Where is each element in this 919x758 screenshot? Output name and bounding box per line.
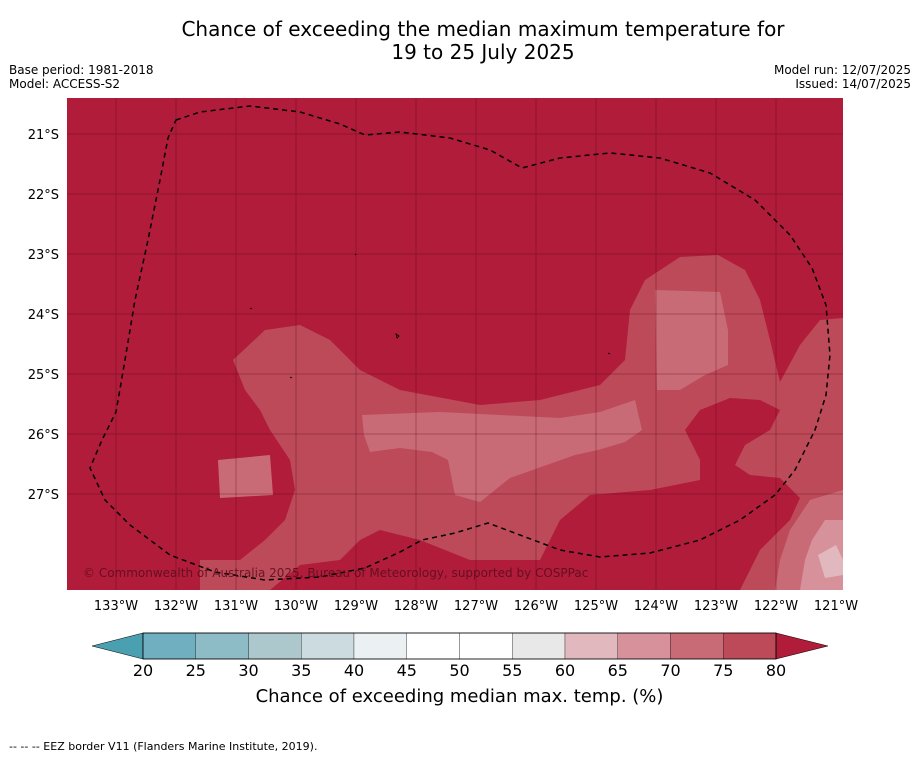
- lon-label: 130°W: [274, 599, 318, 614]
- colorbar-tick-label: 55: [502, 661, 523, 680]
- contour-70-75: [218, 290, 843, 590]
- model-run: Model run: 12/07/2025: [773, 63, 911, 77]
- lon-label: 133°W: [94, 599, 138, 614]
- colorbar-tick-labels: 20 25 30 35 40 45 50 55 60 65 70 75 80: [0, 661, 919, 681]
- copyright-notice: © Commonwealth of Australia 2025, Bureau…: [83, 566, 588, 580]
- map-area: [67, 98, 843, 590]
- colorbar-segment: [406, 632, 460, 660]
- colorbar-tick-label: 70: [660, 661, 681, 680]
- lon-label: 131°W: [214, 599, 258, 614]
- islands: [249, 253, 611, 379]
- lat-label: 22°S: [28, 188, 59, 203]
- title-line-2: 19 to 25 July 2025: [391, 40, 575, 64]
- lon-label: 121°W: [814, 599, 858, 614]
- colorbar-segment: [142, 632, 196, 660]
- lat-labels: 21°S 22°S 23°S 24°S 25°S 26°S 27°S: [28, 128, 59, 503]
- lat-label: 26°S: [28, 428, 59, 443]
- colorbar-over-arrow: [775, 632, 829, 660]
- lon-label: 126°W: [514, 599, 558, 614]
- colorbar-segment: [301, 632, 355, 660]
- lon-label: 124°W: [634, 599, 678, 614]
- base-period: Base period: 1981-2018: [9, 63, 154, 77]
- lon-label: 129°W: [334, 599, 378, 614]
- colorbar-tick-label: 40: [343, 661, 365, 680]
- colorbar-segment: [512, 632, 566, 660]
- colorbar-tick-label: 65: [607, 661, 628, 680]
- colorbar-tick-label: 45: [396, 661, 417, 680]
- eez-border: [89, 105, 831, 581]
- colorbar-tick-label: 60: [554, 661, 576, 680]
- colorbar-tick-label: 80: [765, 661, 787, 680]
- lat-label: 25°S: [28, 368, 59, 383]
- colorbar-tick-label: 30: [238, 661, 259, 680]
- lat-label: 27°S: [28, 488, 59, 503]
- colorbar-segment: [248, 632, 302, 660]
- colorbar-segment: [564, 632, 618, 660]
- colorbar-tick-label: 35: [291, 661, 312, 680]
- meta-right: Model run: 12/07/2025 Issued: 14/07/2025: [774, 63, 911, 91]
- eez-legend-note: -- -- -- EEZ border V11 (Flanders Marine…: [9, 740, 318, 753]
- gridlines: [67, 98, 843, 590]
- lon-label: 128°W: [394, 599, 438, 614]
- colorbar-segment: [670, 632, 724, 660]
- colorbar-under-arrow: [91, 632, 144, 660]
- colorbar-segment: [459, 632, 513, 660]
- lat-label: 21°S: [28, 128, 59, 143]
- colorbar-segment: [723, 632, 777, 660]
- chart-title: Chance of exceeding the median maximum t…: [0, 18, 919, 64]
- colorbar: [91, 632, 829, 660]
- colorbar-tick-label: 20: [132, 661, 154, 680]
- colorbar-outline: [142, 632, 777, 660]
- lon-label: 132°W: [154, 599, 198, 614]
- lon-label: 127°W: [454, 599, 498, 614]
- lon-label: 123°W: [694, 599, 738, 614]
- colorbar-tick-label: 50: [449, 661, 470, 680]
- colorbar-segment: [617, 632, 671, 660]
- lon-label: 122°W: [754, 599, 798, 614]
- lat-label: 23°S: [28, 248, 59, 263]
- meta-left: Base period: 1981-2018 Model: ACCESS-S2: [9, 63, 154, 91]
- colorbar-title: Chance of exceeding median max. temp. (%…: [255, 686, 664, 707]
- colorbar-tick-label: 25: [185, 661, 206, 680]
- model-name: Model: ACCESS-S2: [9, 77, 121, 91]
- lon-label: 125°W: [574, 599, 618, 614]
- issued-date: Issued: 14/07/2025: [795, 77, 911, 91]
- colorbar-segment: [353, 632, 407, 660]
- title-line-1: Chance of exceeding the median maximum t…: [181, 17, 785, 41]
- lon-labels: 133°W 132°W 131°W 130°W 129°W 128°W 127°…: [94, 599, 858, 614]
- contour-60-65: [818, 545, 843, 578]
- colorbar-segment: [195, 632, 249, 660]
- colorbar-tick-label: 75: [713, 661, 734, 680]
- lat-label: 24°S: [28, 308, 59, 323]
